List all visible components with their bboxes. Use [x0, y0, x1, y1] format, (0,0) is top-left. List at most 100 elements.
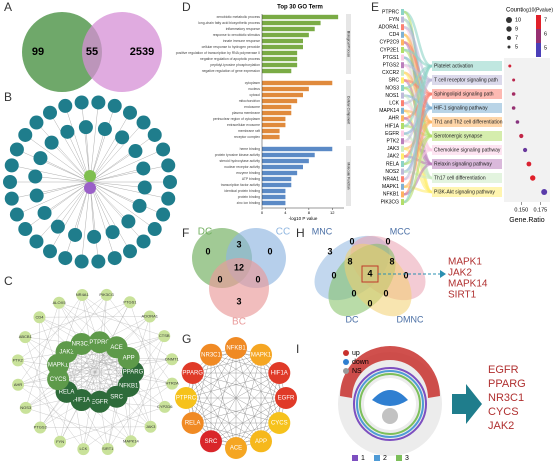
- node-label: EGFR: [278, 396, 295, 402]
- network-edge: [89, 181, 131, 252]
- node-label: JAK2: [59, 350, 74, 356]
- gene-node: [401, 161, 404, 167]
- node-label: NFKB1: [119, 384, 139, 390]
- venn-circle: [22, 12, 102, 92]
- gene-label: JAK2: [488, 420, 514, 432]
- set-label: DMNC: [397, 314, 424, 324]
- node-label: PTGS2: [34, 425, 48, 430]
- panel-label: G: [182, 332, 191, 346]
- legend-color: [536, 15, 541, 29]
- bar: [262, 188, 286, 194]
- category-label: identical protein binding: [224, 189, 260, 193]
- network-edge: [89, 102, 99, 183]
- gene-node: [401, 92, 404, 99]
- dot: [522, 147, 528, 153]
- node-label: PTPRC: [176, 396, 197, 402]
- network-node: [50, 219, 65, 234]
- category-label: xenobiotic metabolic process: [216, 15, 260, 19]
- group-label: Cellular Component: [347, 96, 351, 124]
- network-edge: [66, 371, 134, 393]
- network-node: [166, 377, 179, 390]
- network-edge: [149, 316, 151, 427]
- gene-label: NFKB1: [383, 192, 399, 198]
- network-node: [58, 98, 73, 113]
- network-node: [74, 254, 89, 269]
- bar: [262, 86, 309, 92]
- bar: [262, 56, 298, 62]
- network-edge: [106, 294, 173, 384]
- legend-label: down: [352, 359, 369, 366]
- category-label: nucleus: [248, 87, 260, 91]
- network-edge: [107, 359, 173, 450]
- dot: [511, 106, 516, 110]
- network-edge: [210, 354, 287, 399]
- legend-label: 1: [361, 455, 365, 462]
- set-label: 6PPD: [48, 1, 77, 13]
- node-label: CYCS: [271, 421, 288, 427]
- pathway-label: Platelet activation: [434, 63, 473, 69]
- arrow-head: [440, 270, 446, 278]
- gene-node: [401, 138, 404, 145]
- x-tick-label: 0.175: [533, 207, 547, 213]
- network-edge: [81, 181, 91, 262]
- network-node: [58, 251, 73, 266]
- network-node: [29, 188, 44, 203]
- network-edge: [17, 360, 84, 450]
- node-label: DNMT1: [165, 356, 180, 361]
- network-node: [105, 225, 120, 240]
- gene-label: JAK2: [387, 154, 399, 160]
- gene-label: CXCR2: [382, 70, 399, 76]
- network-node: [9, 142, 24, 157]
- network-node: [158, 330, 171, 343]
- node-label: HIF1A: [271, 371, 288, 377]
- network-edge: [36, 122, 91, 183]
- node-label: PTGS1: [123, 299, 137, 304]
- venn-count: 0: [331, 270, 336, 280]
- dot: [511, 92, 516, 96]
- network-edge: [65, 181, 91, 259]
- pathway-label: Chemokine signaling pathway: [434, 147, 501, 153]
- legend-label: 6: [544, 31, 547, 37]
- network-edge: [17, 294, 107, 361]
- network-edge: [49, 181, 91, 252]
- set-label: BC: [232, 317, 246, 328]
- network-node: [124, 435, 137, 448]
- x-axis-title: -log10 P value: [289, 216, 318, 221]
- venn-count: 3: [236, 239, 241, 249]
- dot: [541, 189, 548, 195]
- pathway-box: [432, 89, 502, 99]
- node-label: MAPK14: [123, 438, 140, 443]
- node-label: APP: [123, 356, 135, 362]
- network-edge: [66, 351, 129, 387]
- node-label: NFKB1: [226, 346, 246, 352]
- venn-count: 0: [267, 246, 272, 256]
- network-edge: [18, 359, 172, 385]
- track-ring: [356, 370, 424, 438]
- network-edge: [25, 134, 91, 183]
- group-strip: [346, 80, 351, 140]
- bar: [262, 170, 298, 176]
- pathway-box: [432, 173, 502, 183]
- venn-count: 0: [385, 236, 390, 246]
- gene-label: PIK3CG: [381, 199, 399, 205]
- gene-label: ADORA1: [378, 25, 399, 31]
- network-node: [123, 105, 137, 120]
- category-label: steroid hydroxylase activity: [219, 159, 260, 163]
- network-node: [107, 98, 122, 113]
- network-node: [107, 251, 122, 266]
- panel-label: D: [182, 0, 191, 14]
- big-arrow: [452, 384, 482, 424]
- network-node: [29, 234, 44, 249]
- node-label: PTPRC: [89, 340, 110, 346]
- pathway-box: [432, 61, 502, 71]
- category-label: inflammatory response: [226, 27, 260, 31]
- panel-label: H: [296, 226, 305, 240]
- network-node: [100, 288, 113, 301]
- venn-circle: [209, 258, 269, 318]
- network-edge: [89, 134, 155, 183]
- category-label: nuclear receptor activity: [224, 165, 260, 169]
- venn-count: 8: [347, 256, 352, 266]
- bar: [262, 50, 298, 56]
- venn-count: 0: [383, 288, 388, 298]
